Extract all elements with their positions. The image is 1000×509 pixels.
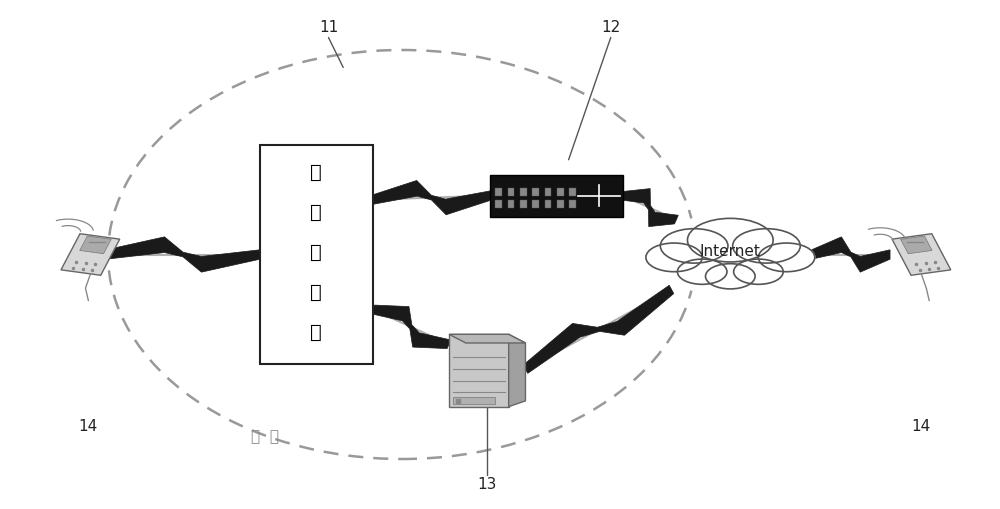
Circle shape <box>733 229 800 263</box>
Text: 12: 12 <box>601 20 620 35</box>
Text: 14: 14 <box>912 419 931 434</box>
Text: 11: 11 <box>319 20 338 35</box>
Polygon shape <box>523 285 674 374</box>
Polygon shape <box>509 334 525 407</box>
Text: 14: 14 <box>79 419 98 434</box>
FancyBboxPatch shape <box>260 145 373 364</box>
FancyBboxPatch shape <box>569 200 576 208</box>
FancyBboxPatch shape <box>532 188 539 196</box>
Polygon shape <box>371 305 451 349</box>
Text: 13: 13 <box>478 477 497 492</box>
Circle shape <box>687 218 773 262</box>
Text: 点: 点 <box>310 243 322 262</box>
Polygon shape <box>106 237 260 272</box>
FancyBboxPatch shape <box>508 200 514 208</box>
FancyBboxPatch shape <box>449 334 509 407</box>
Text: 监: 监 <box>310 163 322 182</box>
Circle shape <box>677 259 727 285</box>
FancyBboxPatch shape <box>495 188 502 196</box>
Circle shape <box>646 243 702 272</box>
Text: 内  网: 内 网 <box>251 429 279 444</box>
Polygon shape <box>812 237 890 272</box>
Text: 设: 设 <box>310 283 322 302</box>
Circle shape <box>734 259 783 285</box>
FancyBboxPatch shape <box>508 188 514 196</box>
Text: 备: 备 <box>310 323 322 342</box>
Polygon shape <box>892 234 951 275</box>
Circle shape <box>706 264 755 289</box>
Polygon shape <box>662 211 799 298</box>
FancyBboxPatch shape <box>545 200 551 208</box>
FancyBboxPatch shape <box>520 200 527 208</box>
FancyBboxPatch shape <box>453 397 495 404</box>
Circle shape <box>758 243 815 272</box>
FancyBboxPatch shape <box>532 200 539 208</box>
FancyBboxPatch shape <box>557 200 564 208</box>
Polygon shape <box>621 189 678 227</box>
Polygon shape <box>80 236 111 253</box>
Polygon shape <box>61 234 120 275</box>
Polygon shape <box>901 236 932 253</box>
Circle shape <box>660 229 728 263</box>
Text: Internet: Internet <box>700 244 761 259</box>
Polygon shape <box>449 334 525 343</box>
FancyBboxPatch shape <box>557 188 564 196</box>
FancyBboxPatch shape <box>569 188 576 196</box>
FancyBboxPatch shape <box>545 188 551 196</box>
FancyBboxPatch shape <box>495 200 502 208</box>
Polygon shape <box>372 181 490 215</box>
FancyBboxPatch shape <box>520 188 527 196</box>
FancyBboxPatch shape <box>490 175 622 217</box>
Text: 控: 控 <box>310 203 322 222</box>
